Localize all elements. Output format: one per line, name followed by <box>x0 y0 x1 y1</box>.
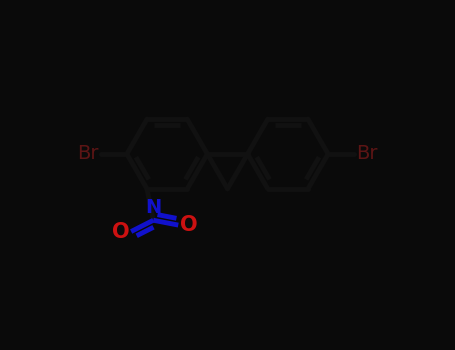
Text: N: N <box>145 198 162 217</box>
Text: Br: Br <box>356 145 378 163</box>
Text: Br: Br <box>77 145 99 163</box>
Text: O: O <box>180 215 197 235</box>
Text: O: O <box>112 222 129 242</box>
